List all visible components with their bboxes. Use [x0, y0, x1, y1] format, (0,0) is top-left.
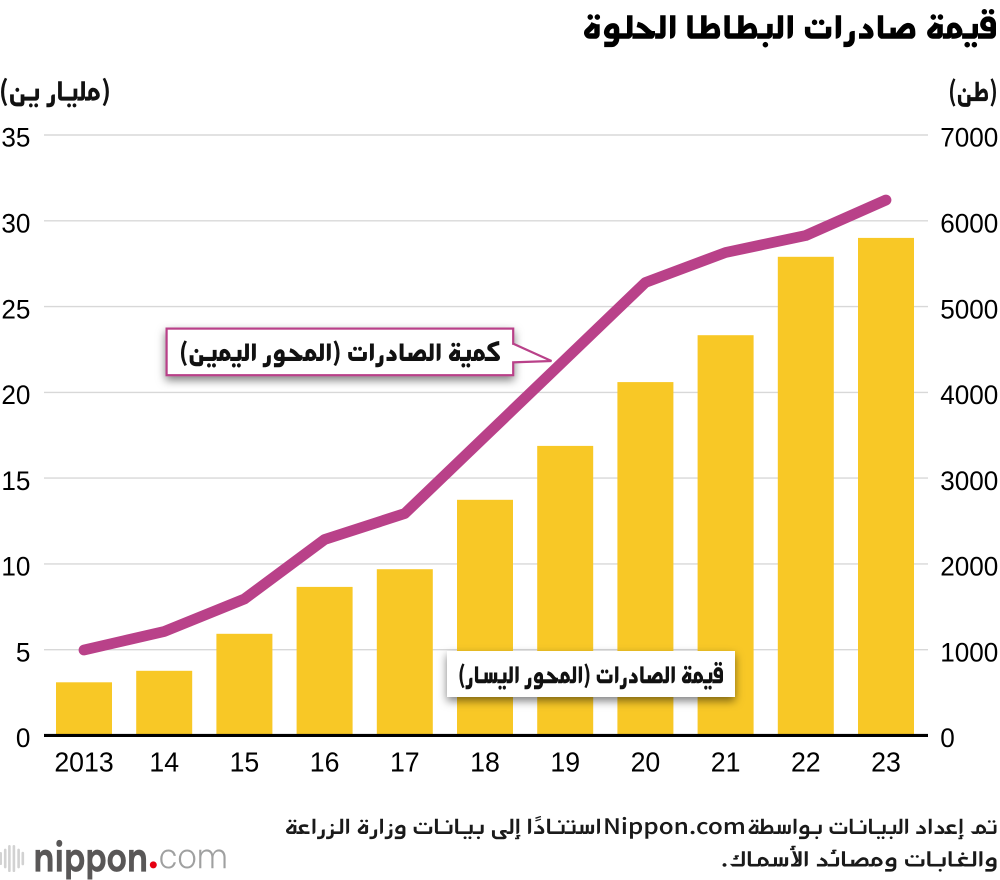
svg-text:22: 22	[791, 746, 821, 778]
svg-text:14: 14	[149, 746, 179, 778]
svg-text:20: 20	[1, 380, 30, 411]
svg-text:0: 0	[940, 723, 955, 754]
svg-text:16: 16	[310, 746, 340, 778]
svg-text:15: 15	[1, 465, 30, 496]
svg-text:5: 5	[16, 637, 31, 668]
svg-text:20: 20	[631, 746, 661, 778]
svg-text:2013: 2013	[54, 746, 113, 778]
svg-text:2000: 2000	[940, 551, 998, 582]
svg-text:3000: 3000	[940, 465, 998, 496]
svg-text:18: 18	[470, 746, 500, 778]
svg-text:17: 17	[390, 746, 420, 778]
svg-text:25: 25	[1, 294, 30, 325]
svg-text:19: 19	[550, 746, 580, 778]
svg-text:30: 30	[1, 208, 30, 239]
svg-text:23: 23	[871, 746, 901, 778]
svg-text:35: 35	[1, 122, 30, 153]
svg-text:15: 15	[230, 746, 260, 778]
svg-text:5000: 5000	[940, 294, 998, 325]
svg-text:6000: 6000	[940, 208, 998, 239]
svg-text:4000: 4000	[940, 380, 998, 411]
svg-text:0: 0	[16, 723, 31, 754]
svg-text:7000: 7000	[940, 122, 998, 153]
svg-text:1000: 1000	[940, 637, 998, 668]
svg-text:10: 10	[1, 551, 30, 582]
svg-text:21: 21	[711, 746, 741, 778]
